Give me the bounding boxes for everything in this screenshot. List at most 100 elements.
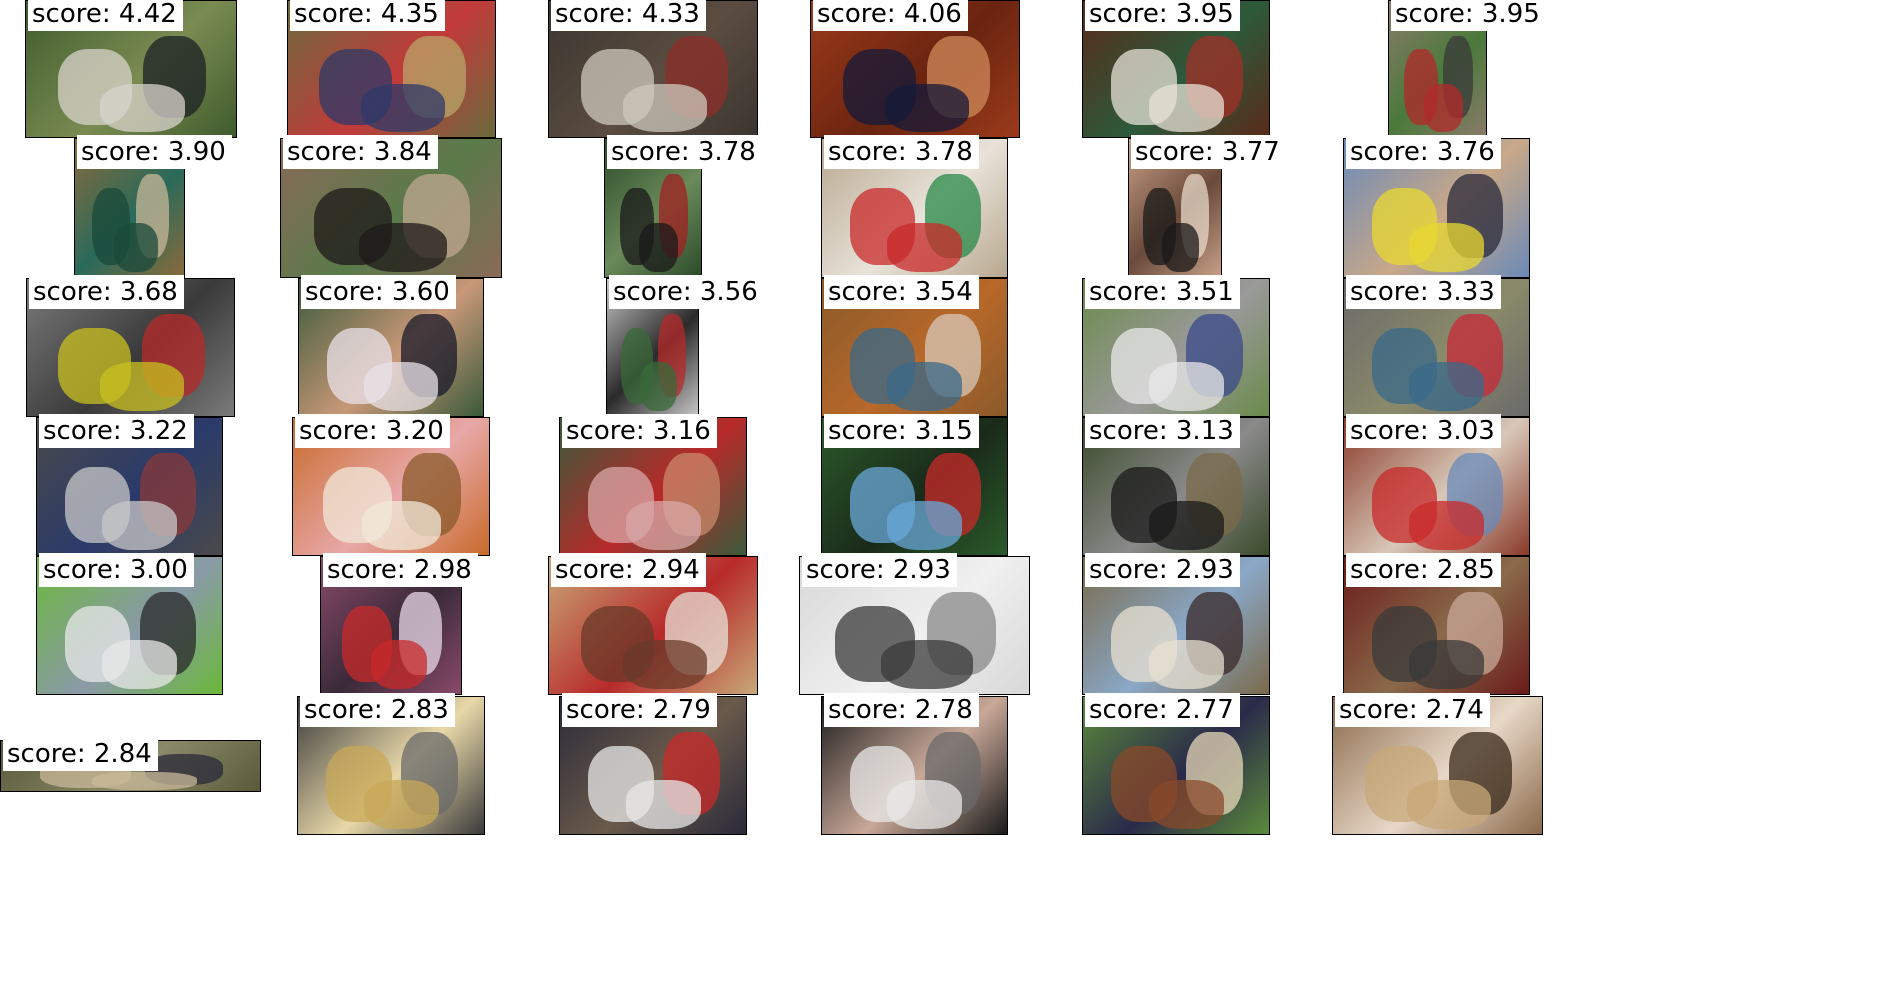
score-label: score: 2.94 (551, 553, 706, 587)
score-label: score: 2.83 (300, 693, 455, 727)
image-tile: score: 3.54 (821, 275, 1008, 417)
photo-region (1148, 362, 1224, 412)
image-tile: score: 2.78 (821, 693, 1008, 835)
image-tile: score: 3.03 (1343, 414, 1530, 556)
image-tile: score: 2.77 (1082, 693, 1270, 835)
score-label: score: 3.95 (1085, 0, 1240, 31)
photo-region (1423, 83, 1464, 133)
image-tile: score: 4.42 (25, 0, 237, 138)
image-tile: score: 3.90 (74, 135, 232, 278)
photo-region (887, 362, 963, 412)
score-label: score: 2.77 (1085, 693, 1240, 727)
score-label: score: 3.56 (609, 275, 764, 309)
photo-region (1148, 501, 1224, 551)
score-label: score: 2.98 (323, 553, 478, 587)
image-tile: score: 2.85 (1343, 553, 1530, 695)
photo-region (887, 501, 963, 551)
photo-region (1406, 780, 1492, 830)
image-tile: score: 3.00 (36, 553, 223, 695)
photo-region (364, 362, 439, 412)
photo-region (102, 640, 178, 690)
score-label: score: 2.85 (1346, 553, 1501, 587)
score-label: score: 3.16 (562, 414, 717, 448)
photo-region (100, 362, 184, 412)
image-tile: score: 3.15 (821, 414, 1008, 556)
score-label: score: 3.22 (39, 414, 194, 448)
image-tile: score: 3.68 (26, 275, 235, 417)
photo-region (639, 223, 679, 272)
image-tile: score: 3.76 (1343, 135, 1530, 278)
image-tile: score: 2.93 (799, 553, 1030, 695)
photo-region (1148, 83, 1224, 133)
photo-region (625, 501, 701, 551)
score-label: score: 4.06 (813, 0, 968, 31)
score-label: score: 3.95 (1391, 0, 1546, 31)
photo (800, 557, 1029, 694)
image-tile: score: 3.13 (1082, 414, 1270, 556)
score-label: score: 3.03 (1346, 414, 1501, 448)
photo-region (1148, 640, 1224, 690)
photo-region (102, 501, 178, 551)
score-label: score: 3.78 (607, 135, 762, 169)
photo-region (1409, 640, 1485, 690)
score-label: score: 3.68 (29, 275, 184, 309)
image-tile: score: 2.83 (297, 693, 485, 835)
image-tile: score: 3.51 (1082, 275, 1270, 417)
photo-region (884, 83, 969, 133)
image-tile: score: 3.20 (292, 414, 490, 556)
image-tile: score: 3.56 (606, 275, 764, 417)
score-label: score: 3.60 (301, 275, 456, 309)
score-label: score: 3.33 (1346, 275, 1501, 309)
image-tile: score: 4.06 (810, 0, 1020, 138)
score-label: score: 3.51 (1085, 275, 1240, 309)
score-label: score: 4.35 (290, 0, 445, 31)
score-label: score: 3.00 (39, 553, 194, 587)
image-tile: score: 3.22 (36, 414, 223, 556)
photo-region (370, 640, 428, 690)
score-label: score: 3.77 (1131, 135, 1286, 169)
score-label: score: 3.76 (1346, 135, 1501, 169)
photo-region (622, 640, 707, 690)
photo-region (100, 83, 185, 133)
score-label: score: 4.33 (551, 0, 706, 31)
photo-region (363, 780, 439, 830)
image-tile: score: 4.33 (548, 0, 758, 138)
image-tile: score: 2.74 (1332, 693, 1543, 835)
image-tile: score: 2.84 (0, 737, 261, 792)
score-label: score: 3.90 (77, 135, 232, 169)
photo-region (1161, 223, 1200, 272)
score-label: score: 2.74 (1335, 693, 1490, 727)
score-label: score: 2.78 (824, 693, 979, 727)
photo-region (625, 780, 701, 830)
image-tile: score: 2.93 (1082, 553, 1270, 695)
photo-region (1148, 780, 1224, 830)
score-label: score: 3.84 (283, 135, 438, 169)
image-tile: score: 3.95 (1082, 0, 1270, 138)
score-label: score: 3.78 (824, 135, 979, 169)
photo-region (887, 780, 963, 830)
score-label: score: 2.84 (3, 737, 158, 771)
score-label: score: 2.93 (1085, 553, 1240, 587)
image-tile: score: 3.60 (298, 275, 484, 417)
score-label: score: 2.79 (562, 693, 717, 727)
score-label: score: 3.13 (1085, 414, 1240, 448)
image-tile: score: 3.95 (1388, 0, 1546, 138)
photo-region (358, 223, 448, 272)
photo-region (1409, 362, 1485, 412)
score-label: score: 3.20 (295, 414, 450, 448)
image-tile: score: 2.94 (548, 553, 758, 695)
image-tile: score: 2.98 (320, 553, 478, 695)
score-label: score: 3.54 (824, 275, 979, 309)
photo-region (361, 83, 445, 133)
photo-region (1409, 223, 1485, 272)
image-tile: score: 3.78 (821, 135, 1008, 278)
image-tile: score: 3.77 (1128, 135, 1286, 278)
image-tile: score: 3.16 (559, 414, 747, 556)
score-label: score: 2.93 (802, 553, 957, 587)
image-tile: score: 2.79 (559, 693, 747, 835)
photo-region (362, 501, 442, 551)
image-tile: score: 3.33 (1343, 275, 1530, 417)
photo-region (622, 83, 707, 133)
image-tile: score: 3.84 (280, 135, 502, 278)
photo-region (1409, 501, 1485, 551)
